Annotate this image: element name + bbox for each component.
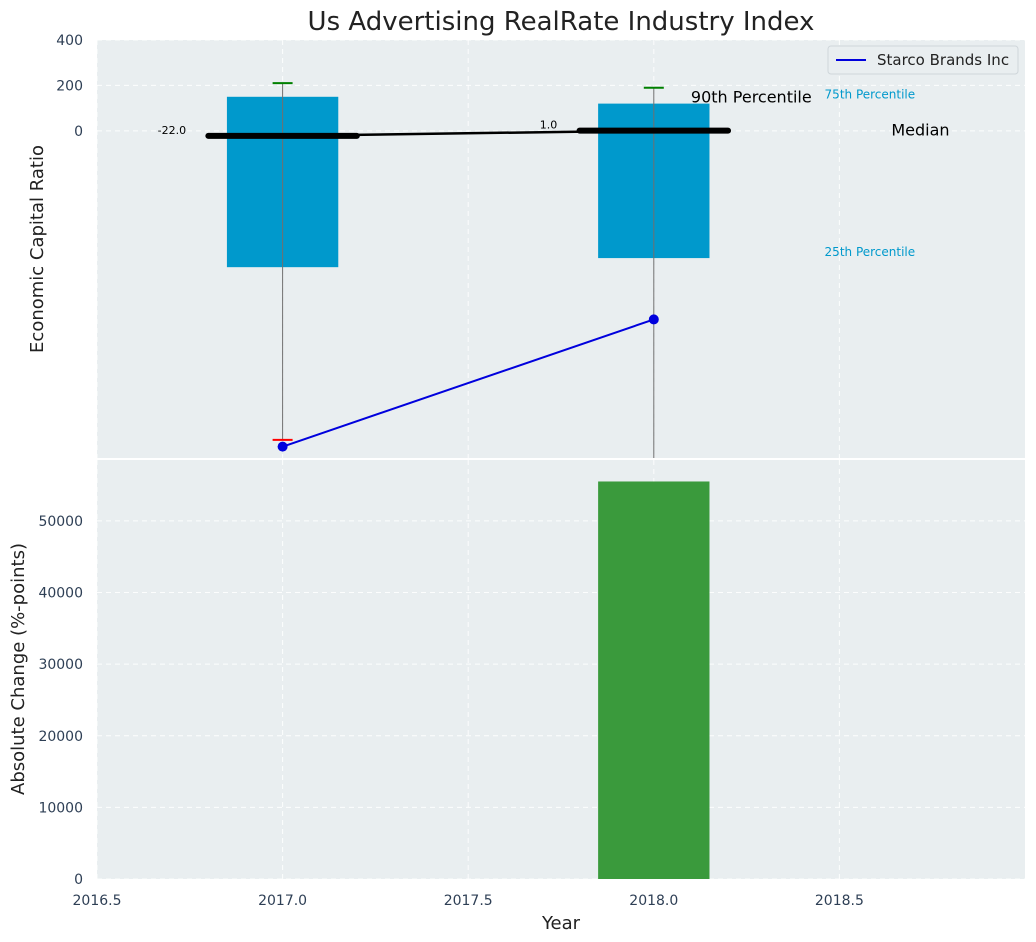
legend-box	[827, 45, 1019, 75]
top-y-tick-label: 0	[74, 124, 83, 140]
annotation-p75: 75th Percentile	[825, 88, 916, 102]
top-y-tick-label: 400	[56, 33, 83, 49]
bottom-y-tick-label: 20000	[38, 729, 83, 745]
top-panel-y-ticks: 400 200 0	[56, 33, 83, 140]
x-tick-label: 2017.5	[444, 893, 493, 909]
x-tick-label: 2016.5	[73, 893, 122, 909]
bottom-y-tick-label: 0	[74, 872, 83, 888]
bottom-panel-y-ticks: 0 10000 20000 30000 40000 50000	[38, 514, 83, 888]
top-y-tick-label: 200	[56, 78, 83, 94]
legend: Starco Brands Inc	[827, 45, 1019, 75]
company-series-line	[282, 318, 655, 448]
x-tick-label: 2017.0	[258, 893, 307, 909]
company-series-point-1	[648, 314, 659, 325]
bottom-y-tick-label: 30000	[38, 657, 83, 673]
x-tick-label: 2018.5	[815, 893, 864, 909]
top-y-axis-label: Economic Capital Ratio	[27, 145, 48, 353]
annotation-p25: 25th Percentile	[825, 245, 916, 259]
bottom-y-axis-label: Absolute Change (%-points)	[8, 543, 29, 795]
annotation-p90: 90th Percentile	[691, 88, 812, 107]
company-series-point-0	[277, 441, 288, 452]
bottom-y-tick-label: 40000	[38, 586, 83, 602]
bottom-panel-background	[97, 460, 1025, 879]
annotation-median: Median	[891, 121, 949, 140]
bottom-y-tick-label: 50000	[38, 514, 83, 530]
median-value-label-1: 1.0	[540, 119, 558, 132]
x-tick-label: 2018.0	[629, 893, 678, 909]
x-axis-ticks: 2016.5 2017.0 2017.5 2018.0 2018.5	[73, 893, 864, 909]
bottom-panel-marks	[598, 481, 710, 879]
median-value-label-0: -22.0	[158, 124, 186, 137]
median-connector-line	[282, 129, 654, 138]
x-axis-label: Year	[541, 913, 581, 934]
top-panel-marks: -22.0 1.0 90th Percentile 75th Percentile Me…	[158, 82, 950, 458]
chart-title: Us Advertising RealRate Industry Index	[308, 7, 815, 37]
bottom-y-tick-label: 10000	[38, 800, 83, 816]
change-bar-0	[598, 481, 710, 879]
legend-label-company: Starco Brands Inc	[877, 51, 1009, 69]
